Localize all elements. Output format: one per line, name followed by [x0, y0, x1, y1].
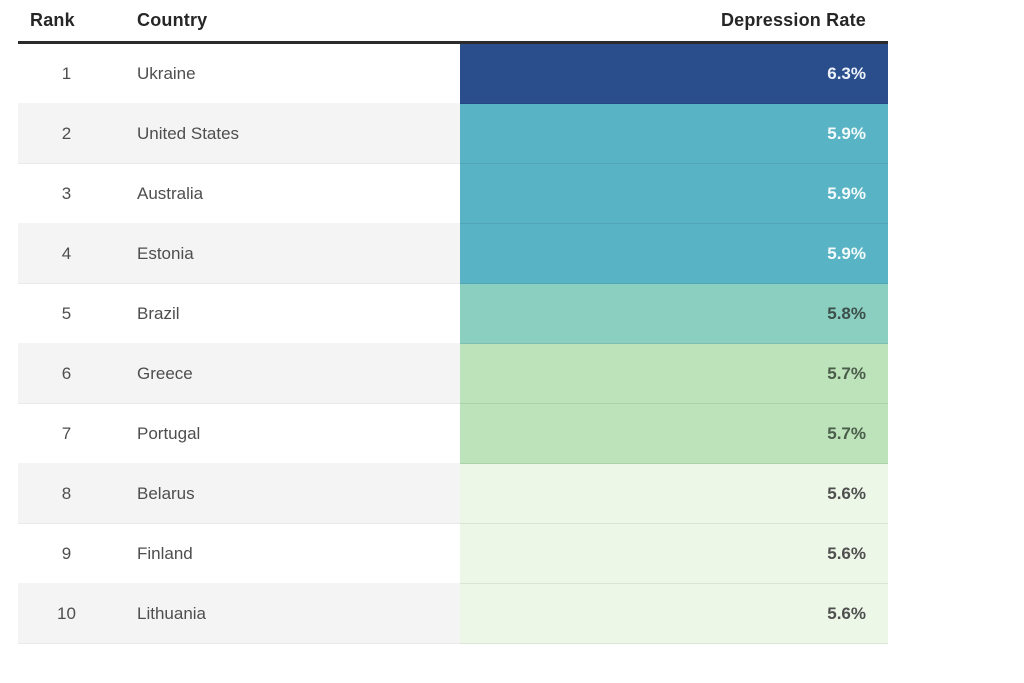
country-cell: Finland — [115, 524, 460, 584]
rate-cell: 5.9% — [460, 104, 888, 164]
table-row: 8 Belarus 5.6% — [18, 464, 888, 524]
rank-cell: 4 — [18, 224, 115, 284]
rate-cell: 5.6% — [460, 464, 888, 524]
rate-cell: 5.6% — [460, 584, 888, 644]
country-cell: Lithuania — [115, 584, 460, 644]
table-row: 1 Ukraine 6.3% — [18, 44, 888, 104]
table-row: 6 Greece 5.7% — [18, 344, 888, 404]
country-cell: United States — [115, 104, 460, 164]
rank-cell: 5 — [18, 284, 115, 344]
country-cell: Greece — [115, 344, 460, 404]
rate-cell: 5.9% — [460, 224, 888, 284]
country-cell: Belarus — [115, 464, 460, 524]
column-header-country: Country — [137, 10, 208, 30]
rank-cell: 3 — [18, 164, 115, 224]
rank-cell: 9 — [18, 524, 115, 584]
table-row: 4 Estonia 5.9% — [18, 224, 888, 284]
rate-cell: 5.9% — [460, 164, 888, 224]
rate-cell: 6.3% — [460, 44, 888, 104]
table-row: 9 Finland 5.6% — [18, 524, 888, 584]
rank-cell: 6 — [18, 344, 115, 404]
rank-cell: 7 — [18, 404, 115, 464]
column-header-depression-rate: Depression Rate — [720, 10, 866, 30]
table-row: 3 Australia 5.9% — [18, 164, 888, 224]
rank-cell: 2 — [18, 104, 115, 164]
table-body: 1 Ukraine 6.3% 2 United States 5.9% 3 Au… — [18, 44, 888, 644]
column-header-rank: Rank — [30, 10, 75, 30]
table-header-row: Rank Country Depression Rate — [18, 0, 888, 44]
rank-cell: 8 — [18, 464, 115, 524]
rate-cell: 5.6% — [460, 524, 888, 584]
depression-rate-table: Rank Country Depression Rate 1 Ukraine 6… — [18, 0, 888, 644]
rate-cell: 5.8% — [460, 284, 888, 344]
table-row: 5 Brazil 5.8% — [18, 284, 888, 344]
country-cell: Brazil — [115, 284, 460, 344]
country-cell: Ukraine — [115, 44, 460, 104]
country-cell: Australia — [115, 164, 460, 224]
country-cell: Estonia — [115, 224, 460, 284]
rate-cell: 5.7% — [460, 404, 888, 464]
table-row: 2 United States 5.9% — [18, 104, 888, 164]
table-row: 10 Lithuania 5.6% — [18, 584, 888, 644]
rank-cell: 10 — [18, 584, 115, 644]
rate-cell: 5.7% — [460, 344, 888, 404]
country-cell: Portugal — [115, 404, 460, 464]
table-row: 7 Portugal 5.7% — [18, 404, 888, 464]
rank-cell: 1 — [18, 44, 115, 104]
